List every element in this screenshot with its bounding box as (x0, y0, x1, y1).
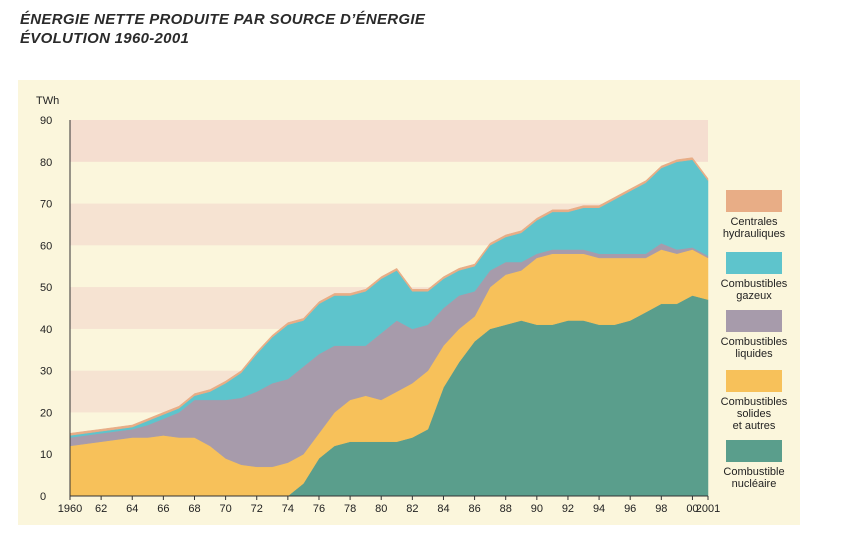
x-tick-label: 64 (126, 503, 138, 515)
legend-label: Combustibles (721, 336, 788, 348)
x-tick-label: 00 (686, 503, 698, 515)
x-tick-label: 74 (282, 503, 294, 515)
chart-title: ÉNERGIE NETTE PRODUITE PAR SOURCE D’ÉNER… (20, 10, 425, 48)
title-line-2: ÉVOLUTION 1960-2001 (20, 30, 190, 47)
legend-swatch (726, 310, 782, 332)
x-tick-label: 76 (313, 503, 325, 515)
legend-label: nucléaire (732, 478, 777, 490)
y-axis-unit: TWh (36, 95, 59, 107)
x-tick-label: 94 (593, 503, 605, 515)
legend: CentraleshydrauliquesCombustiblesgazeuxC… (721, 190, 788, 490)
x-tick-label: 72 (251, 503, 263, 515)
x-tick-label: 82 (406, 503, 418, 515)
x-tick-label: 2001 (696, 503, 720, 515)
x-tick-label: 96 (624, 503, 636, 515)
x-tick-label: 84 (437, 503, 449, 515)
x-tick-label: 66 (157, 503, 169, 515)
stacked-areas (69, 157, 709, 497)
x-tick-label: 92 (562, 503, 574, 515)
legend-label: Combustibles (721, 278, 788, 290)
y-tick-label: 10 (40, 449, 52, 461)
x-tick-label: 80 (375, 503, 387, 515)
y-tick-label: 20 (40, 407, 52, 419)
legend-label: Combustibles (721, 396, 788, 408)
legend-swatch (726, 440, 782, 462)
legend-swatch (726, 252, 782, 274)
legend-swatch (726, 190, 782, 212)
legend-label: solides (737, 408, 772, 420)
legend-label: hydrauliques (723, 228, 786, 240)
grid-band (70, 120, 708, 162)
y-tick-label: 60 (40, 240, 52, 252)
legend-label: et autres (733, 420, 776, 432)
x-tick-label: 62 (95, 503, 107, 515)
legend-label: Combustible (723, 466, 784, 478)
legend-label: liquides (735, 348, 773, 360)
x-tick-label: 1960 (58, 503, 82, 515)
x-tick-label: 90 (531, 503, 543, 515)
area-hydrauliques (69, 157, 709, 436)
legend-label: gazeux (736, 290, 772, 302)
y-tick-label: 80 (40, 157, 52, 169)
y-tick-label: 90 (40, 115, 52, 127)
x-tick-label: 78 (344, 503, 356, 515)
title-line-1: ÉNERGIE NETTE PRODUITE PAR SOURCE D’ÉNER… (20, 11, 426, 28)
x-tick-label: 88 (500, 503, 512, 515)
y-tick-label: 40 (40, 324, 52, 336)
legend-label: Centrales (730, 216, 778, 228)
y-tick-label: 0 (40, 491, 46, 503)
y-tick-label: 70 (40, 199, 52, 211)
y-tick-label: 50 (40, 282, 52, 294)
x-tick-label: 86 (468, 503, 480, 515)
x-tick-label: 70 (219, 503, 231, 515)
x-tick-label: 98 (655, 503, 667, 515)
legend-swatch (726, 370, 782, 392)
y-tick-label: 30 (40, 366, 52, 378)
axes: TWh 0 10 20 30 40 50 60 70 80 90 1960 62 64 66 68 70 72 74… (36, 95, 720, 515)
x-tick-label: 68 (188, 503, 200, 515)
